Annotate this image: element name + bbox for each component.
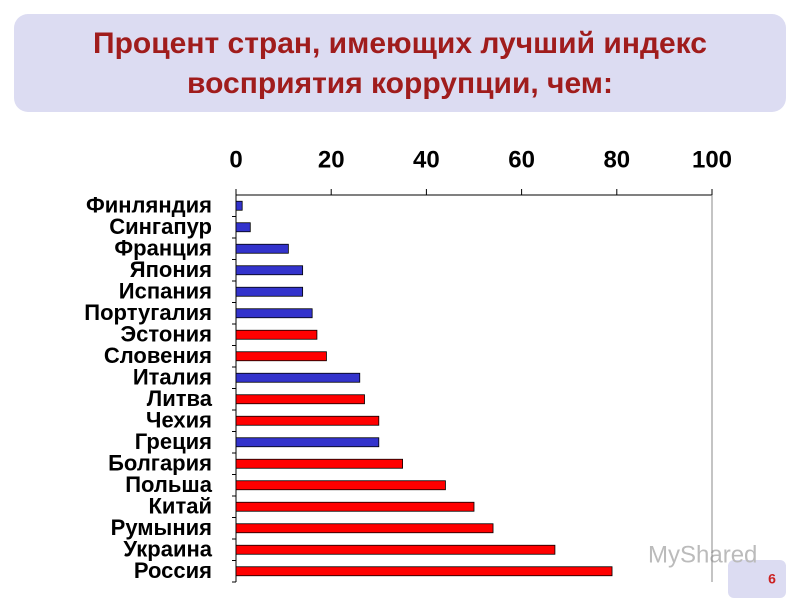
bar <box>235 265 304 276</box>
bar <box>235 566 613 577</box>
bar <box>235 308 313 319</box>
y-tick-label: Литва <box>147 386 213 411</box>
bar <box>235 372 361 383</box>
bar <box>235 200 243 211</box>
title-wrap: Процент стран, имеющих лучший индекс вос… <box>93 27 707 100</box>
bar <box>235 394 365 405</box>
x-tick-label: 80 <box>603 146 630 173</box>
x-tick-label: 40 <box>413 146 440 173</box>
y-tick-label: Болгария <box>108 451 212 476</box>
y-tick-label: Япония <box>130 257 212 282</box>
bar <box>235 329 318 340</box>
page-number-box <box>728 560 786 598</box>
y-tick-label: Финляндия <box>86 193 212 218</box>
y-tick-label: Румыния <box>111 515 212 540</box>
title-box <box>14 14 786 112</box>
bar <box>235 458 404 469</box>
y-tick-label: Эстония <box>121 322 212 347</box>
x-tick-label: 60 <box>508 146 535 173</box>
y-tick-label: Франция <box>114 236 212 261</box>
y-tick-label: Сингапур <box>109 214 212 239</box>
bar <box>235 544 556 555</box>
chart-title: Процент стран, имеющих лучший индекс вос… <box>93 27 707 100</box>
x-tick-label: 0 <box>229 146 242 173</box>
y-tick-label: Украина <box>123 537 212 562</box>
y-tick-label: Россия <box>134 558 212 583</box>
watermark: MyShared <box>648 541 757 568</box>
bar <box>235 501 475 512</box>
y-tick-label: Португалия <box>84 300 212 325</box>
y-tick-label: Словения <box>104 343 212 368</box>
x-tick-label: 20 <box>318 146 345 173</box>
bar <box>235 243 289 254</box>
y-tick-label: Италия <box>133 365 212 390</box>
bar <box>235 351 327 362</box>
bar <box>235 222 251 233</box>
y-tick-label: Испания <box>119 279 212 304</box>
y-tick-label: Китай <box>149 494 213 519</box>
bar <box>235 437 380 448</box>
y-tick-label: Греция <box>135 429 212 454</box>
y-tick-label: Чехия <box>146 408 212 433</box>
bar <box>235 286 304 297</box>
page-number: 6 <box>768 571 776 587</box>
plot: 0 20 40 60 80 100 ФинляндияСингапурФранцияЯпон… <box>84 146 732 583</box>
bar <box>235 523 494 534</box>
y-tick-label: Польша <box>125 472 213 497</box>
x-tick-label: 100 <box>692 146 732 173</box>
bar <box>235 415 380 426</box>
bar <box>235 480 446 491</box>
